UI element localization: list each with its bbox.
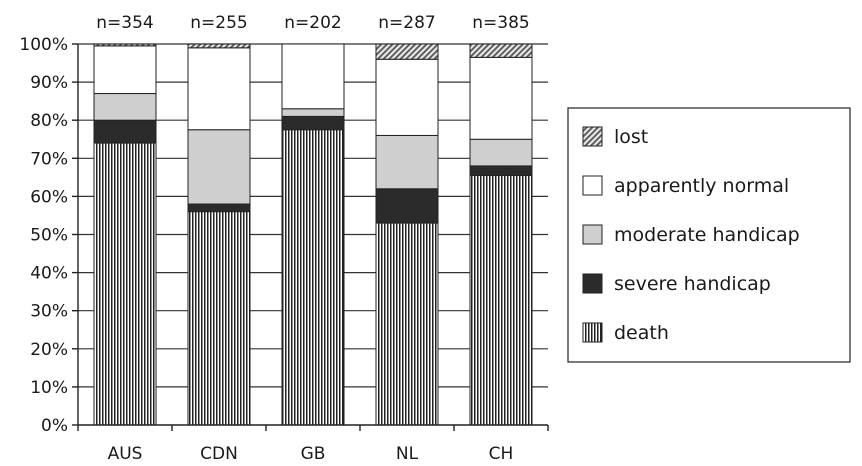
x-tick-label: CDN bbox=[200, 444, 238, 464]
bar-segment-death-aus bbox=[94, 143, 156, 425]
bar-segment-death-nl bbox=[376, 223, 438, 425]
bar-segment-death-gb bbox=[282, 130, 344, 425]
legend-swatch-lost bbox=[583, 127, 602, 146]
y-tick-label: 30% bbox=[30, 302, 68, 322]
bar-segment-lost-cdn bbox=[188, 44, 250, 48]
bar-segment-moderate-handicap-ch bbox=[470, 139, 532, 166]
y-tick-label: 40% bbox=[30, 264, 68, 284]
y-tick-label: 60% bbox=[30, 187, 68, 207]
bar-segment-severe-handicap-gb bbox=[282, 116, 344, 129]
bar-segment-death-ch bbox=[470, 175, 532, 425]
x-tick-label: CH bbox=[489, 444, 514, 464]
bar-segment-apparently-normal-cdn bbox=[188, 48, 250, 130]
bar-segment-death-cdn bbox=[188, 212, 250, 425]
legend-swatch-moderate-handicap bbox=[583, 225, 602, 244]
bar-segment-moderate-handicap-nl bbox=[376, 135, 438, 188]
legend-label-severe-handicap: severe handicap bbox=[614, 273, 771, 295]
bar-segment-apparently-normal-ch bbox=[470, 57, 532, 139]
legend-label-apparently-normal: apparently normal bbox=[614, 175, 789, 197]
bar-segment-apparently-normal-gb bbox=[282, 44, 344, 109]
bar-segment-lost-nl bbox=[376, 44, 438, 59]
x-tick-label: NL bbox=[396, 444, 419, 464]
x-tick-label: AUS bbox=[108, 444, 143, 464]
bar-segment-severe-handicap-ch bbox=[470, 166, 532, 176]
bar-segment-severe-handicap-nl bbox=[376, 189, 438, 223]
y-tick-label: 70% bbox=[30, 149, 68, 169]
x-tick-label: GB bbox=[301, 444, 326, 464]
legend-swatch-apparently-normal bbox=[583, 176, 602, 195]
bar-segment-severe-handicap-cdn bbox=[188, 204, 250, 212]
bar-segment-severe-handicap-aus bbox=[94, 120, 156, 143]
y-tick-label: 50% bbox=[30, 226, 68, 246]
bar-segment-moderate-handicap-aus bbox=[94, 94, 156, 121]
sample-size-label: n=287 bbox=[378, 13, 435, 33]
y-tick-label: 10% bbox=[30, 378, 68, 398]
bar-segment-lost-aus bbox=[94, 44, 156, 46]
bar-segment-apparently-normal-aus bbox=[94, 46, 156, 94]
sample-size-label: n=202 bbox=[284, 13, 341, 33]
bar-segment-apparently-normal-nl bbox=[376, 59, 438, 135]
bar-segment-lost-ch bbox=[470, 44, 532, 57]
legend-label-death: death bbox=[614, 322, 669, 344]
sample-size-label: n=255 bbox=[190, 13, 247, 33]
legend-swatch-death bbox=[583, 323, 602, 342]
y-tick-label: 0% bbox=[41, 416, 68, 436]
legend: lost apparently normal moderate handicap se… bbox=[568, 108, 850, 362]
bar-segment-moderate-handicap-gb bbox=[282, 109, 344, 117]
y-tick-label: 100% bbox=[19, 35, 68, 55]
legend-label-lost: lost bbox=[614, 126, 648, 148]
y-tick-label: 20% bbox=[30, 340, 68, 360]
y-tick-label: 90% bbox=[30, 73, 68, 93]
bar-segment-moderate-handicap-cdn bbox=[188, 130, 250, 204]
legend-swatch-severe-handicap bbox=[583, 274, 602, 293]
y-tick-label: 80% bbox=[30, 111, 68, 131]
sample-size-label: n=385 bbox=[472, 13, 529, 33]
sample-size-label: n=354 bbox=[96, 13, 153, 33]
legend-label-moderate-handicap: moderate handicap bbox=[614, 224, 800, 246]
